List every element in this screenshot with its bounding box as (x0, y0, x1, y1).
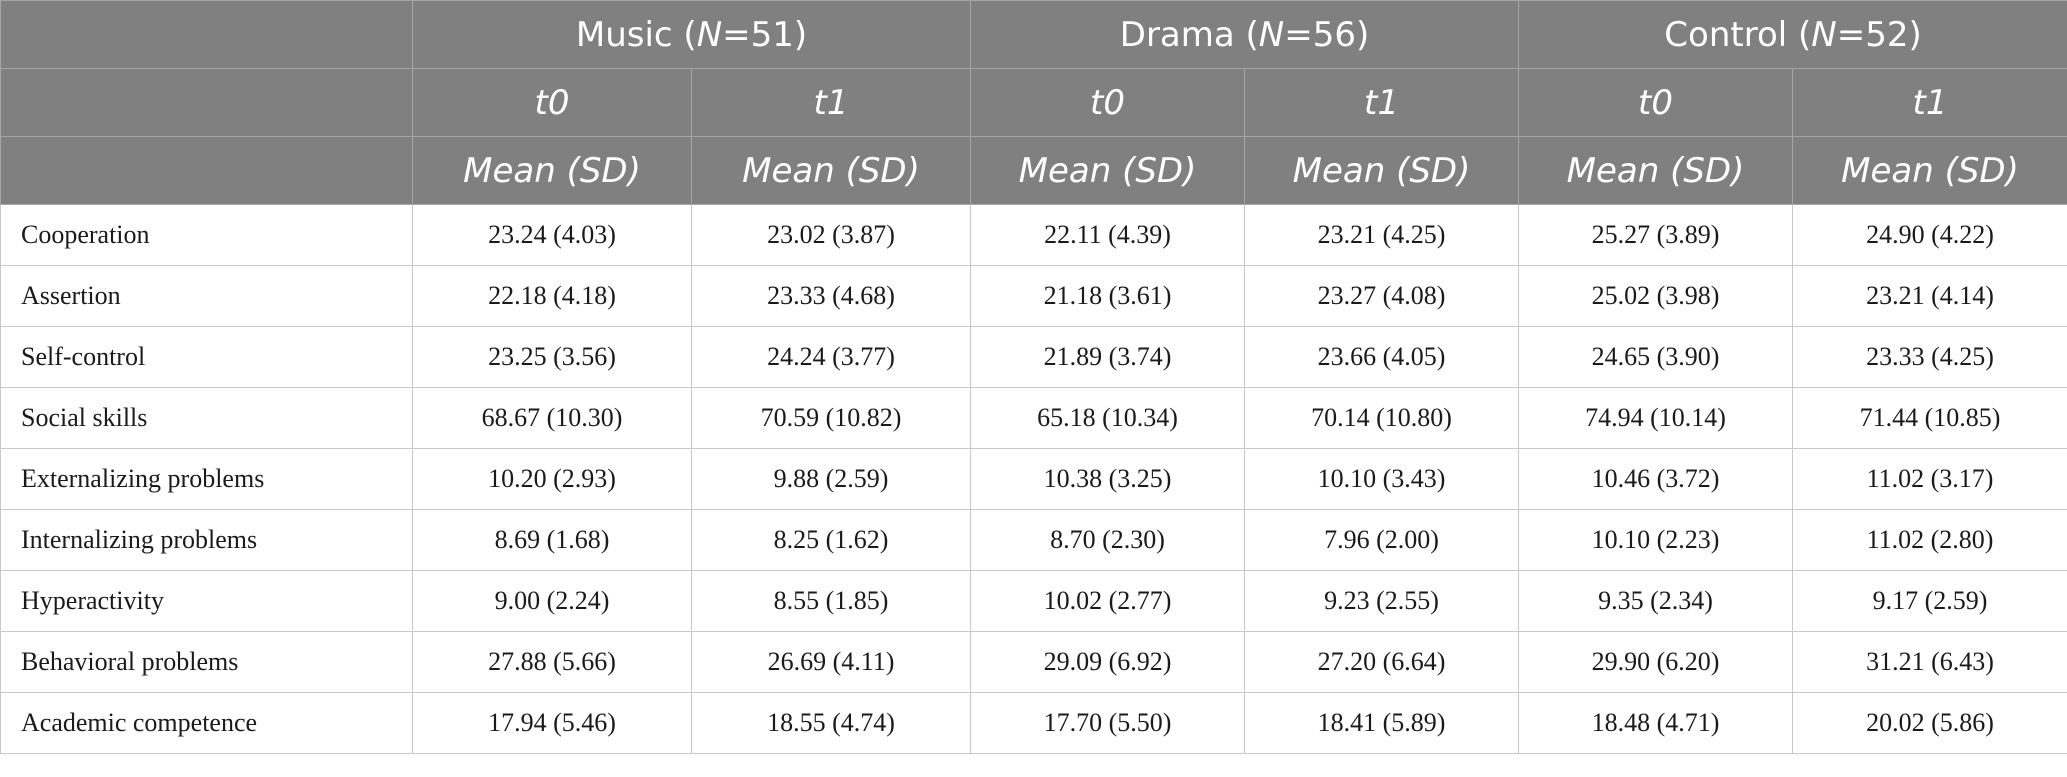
stat-header: Mean (SD) (1792, 136, 2067, 205)
table-cell: 18.55 (4.74) (690, 692, 972, 754)
table-cell: 7.96 (2.00) (1244, 509, 1520, 571)
table-cell: 68.67 (10.30) (412, 387, 692, 449)
table-cell: 25.27 (3.89) (1518, 204, 1794, 266)
empty-corner-cell (0, 136, 413, 205)
table-cell: 65.18 (10.34) (970, 387, 1246, 449)
row-label: Academic competence (0, 692, 413, 754)
table-cell: 23.25 (3.56) (412, 326, 692, 388)
timepoint-header: t0 (412, 68, 692, 137)
empty-corner-cell (0, 68, 413, 137)
table-cell: 10.20 (2.93) (412, 448, 692, 510)
group-header-drama: Drama (N=56) (970, 0, 1520, 69)
table-cell: 71.44 (10.85) (1792, 387, 2067, 449)
table-cell: 22.18 (4.18) (412, 265, 692, 327)
table-cell: 24.24 (3.77) (690, 326, 972, 388)
row-label: Hyperactivity (0, 570, 413, 632)
row-label: Internalizing problems (0, 509, 413, 571)
table-cell: 21.89 (3.74) (970, 326, 1246, 388)
table-cell: 70.14 (10.80) (1244, 387, 1520, 449)
table-cell: 23.02 (3.87) (690, 204, 972, 266)
table-cell: 9.35 (2.34) (1518, 570, 1794, 632)
table-cell: 17.94 (5.46) (412, 692, 692, 754)
table-cell: 25.02 (3.98) (1518, 265, 1794, 327)
timepoint-header: t1 (1244, 68, 1520, 137)
table-cell: 11.02 (2.80) (1792, 509, 2067, 571)
stat-header-row: Mean (SD) Mean (SD) Mean (SD) Mean (SD) … (0, 136, 2067, 205)
table-row: Social skills 68.67 (10.30) 70.59 (10.82) 6… (0, 387, 2067, 449)
table-cell: 18.41 (5.89) (1244, 692, 1520, 754)
table-cell: 74.94 (10.14) (1518, 387, 1794, 449)
table-cell: 23.21 (4.14) (1792, 265, 2067, 327)
row-label: Externalizing problems (0, 448, 413, 510)
table-cell: 10.10 (2.23) (1518, 509, 1794, 571)
table-row: Hyperactivity 9.00 (2.24) 8.55 (1.85) 10.02… (0, 570, 2067, 632)
table-cell: 20.02 (5.86) (1792, 692, 2067, 754)
table-row: Cooperation 23.24 (4.03) 23.02 (3.87) 22.11… (0, 204, 2067, 266)
table-cell: 8.55 (1.85) (690, 570, 972, 632)
table-cell: 23.27 (4.08) (1244, 265, 1520, 327)
table-cell: 11.02 (3.17) (1792, 448, 2067, 510)
table-row: Behavioral problems 27.88 (5.66) 26.69 (4.… (0, 631, 2067, 693)
table-row: Academic competence 17.94 (5.46) 18.55 (4.… (0, 692, 2067, 754)
table-cell: 21.18 (3.61) (970, 265, 1246, 327)
table-cell: 29.09 (6.92) (970, 631, 1246, 693)
table-cell: 24.65 (3.90) (1518, 326, 1794, 388)
table-cell: 70.59 (10.82) (690, 387, 972, 449)
timepoint-header: t1 (1792, 68, 2067, 137)
table-cell: 8.25 (1.62) (690, 509, 972, 571)
group-header-music: Music (N=51) (411, 0, 972, 69)
table-cell: 26.69 (4.11) (690, 631, 972, 693)
stat-header: Mean (SD) (1518, 136, 1794, 205)
table-cell: 24.90 (4.22) (1792, 204, 2067, 266)
row-label: Assertion (0, 265, 413, 327)
stat-header: Mean (SD) (970, 136, 1246, 205)
table-cell: 27.20 (6.64) (1244, 631, 1520, 693)
table-row: Internalizing problems 8.69 (1.68) 8.25 (1… (0, 509, 2067, 571)
table-cell: 23.33 (4.68) (690, 265, 972, 327)
group-header-control: Control (N=52) (1518, 0, 2067, 69)
table-cell: 23.33 (4.25) (1792, 326, 2067, 388)
row-label: Cooperation (0, 204, 413, 266)
row-label: Self-control (0, 326, 413, 388)
table-cell: 17.70 (5.50) (970, 692, 1246, 754)
table-cell: 8.70 (2.30) (970, 509, 1246, 571)
row-label: Behavioral problems (0, 631, 413, 693)
table-cell: 23.66 (4.05) (1244, 326, 1520, 388)
table-cell: 18.48 (4.71) (1518, 692, 1794, 754)
table-cell: 31.21 (6.43) (1792, 631, 2067, 693)
table-cell: 29.90 (6.20) (1518, 631, 1794, 693)
timepoint-header: t0 (1518, 68, 1794, 137)
table-cell: 27.88 (5.66) (412, 631, 692, 693)
table-cell: 9.00 (2.24) (412, 570, 692, 632)
timepoint-header: t0 (970, 68, 1246, 137)
table-cell: 9.23 (2.55) (1244, 570, 1520, 632)
table-body: Cooperation 23.24 (4.03) 23.02 (3.87) 22.11… (0, 204, 2067, 754)
table-header: Music (N=51) Drama (N=56) Control (N=52)… (0, 0, 2067, 205)
stat-header: Mean (SD) (412, 136, 692, 205)
table-cell: 10.02 (2.77) (970, 570, 1246, 632)
table-cell: 10.46 (3.72) (1518, 448, 1794, 510)
timepoint-header-row: t0 t1 t0 t1 t0 t1 (0, 68, 2067, 137)
empty-corner-cell (0, 0, 413, 69)
table-cell: 8.69 (1.68) (412, 509, 692, 571)
table-cell: 23.24 (4.03) (412, 204, 692, 266)
table-row: Assertion 22.18 (4.18) 23.33 (4.68) 21.18 (… (0, 265, 2067, 327)
table-cell: 10.10 (3.43) (1244, 448, 1520, 510)
table-cell: 10.38 (3.25) (970, 448, 1246, 510)
table-cell: 23.21 (4.25) (1244, 204, 1520, 266)
group-header-row: Music (N=51) Drama (N=56) Control (N=52) (0, 0, 2067, 69)
table-cell: 9.17 (2.59) (1792, 570, 2067, 632)
table-row: Self-control 23.25 (3.56) 24.24 (3.77) 21.8… (0, 326, 2067, 388)
stat-header: Mean (SD) (1244, 136, 1520, 205)
table-cell: 9.88 (2.59) (690, 448, 972, 510)
results-table: Music (N=51) Drama (N=56) Control (N=52)… (0, 0, 2067, 754)
row-label: Social skills (0, 387, 413, 449)
timepoint-header: t1 (690, 68, 972, 137)
stat-header: Mean (SD) (690, 136, 972, 205)
table-cell: 22.11 (4.39) (970, 204, 1246, 266)
table-row: Externalizing problems 10.20 (2.93) 9.88 (… (0, 448, 2067, 510)
